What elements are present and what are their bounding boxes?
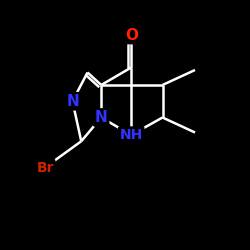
Text: NH: NH (120, 128, 143, 142)
Text: O: O (125, 28, 138, 42)
Text: N: N (66, 94, 79, 109)
Text: Br: Br (36, 160, 54, 174)
Text: N: N (95, 110, 108, 125)
